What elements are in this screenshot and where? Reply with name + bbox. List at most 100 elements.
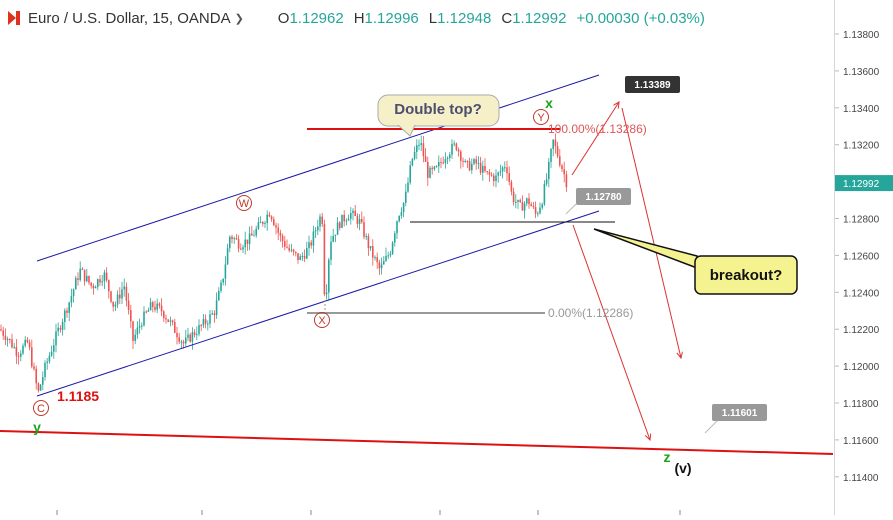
candle-body xyxy=(420,143,422,145)
candle-body xyxy=(405,191,407,203)
symbol-title[interactable]: Euro / U.S. Dollar, 15, OANDA xyxy=(28,9,231,27)
projection-arrow-down-1 xyxy=(621,107,681,358)
candle-body xyxy=(352,210,354,213)
candle-body xyxy=(81,268,84,270)
candle-body xyxy=(182,341,185,344)
candle-body xyxy=(202,319,205,326)
wave-label-x: X xyxy=(318,315,326,327)
candle-body xyxy=(253,235,255,237)
candle-body xyxy=(79,268,81,280)
candle-body xyxy=(314,230,317,232)
candle-body xyxy=(57,327,59,332)
candle-body xyxy=(160,305,163,312)
candle-body xyxy=(156,303,158,310)
last-price-badge xyxy=(835,175,893,192)
candle-body xyxy=(422,143,425,157)
candle-body xyxy=(466,160,469,162)
candle-body xyxy=(451,143,453,155)
scale-tick-label: 1.13400 xyxy=(843,104,880,115)
scale-tick-label: 1.13200 xyxy=(843,141,880,152)
candle-body xyxy=(94,286,97,289)
candle-body xyxy=(24,339,26,346)
candle-body xyxy=(358,218,361,224)
candle-body xyxy=(138,326,141,328)
candle-body xyxy=(31,347,33,367)
candle-body xyxy=(2,330,4,336)
scale-tick-label: 1.11400 xyxy=(843,473,879,484)
candle-body xyxy=(464,160,466,162)
candle-body xyxy=(350,212,352,219)
candle-body xyxy=(495,175,497,182)
candle-body xyxy=(167,319,169,322)
candle-body xyxy=(108,280,110,292)
wave-label-x-green: x xyxy=(545,95,553,111)
candle-body xyxy=(504,167,506,169)
candle-body xyxy=(438,162,440,167)
candle-body xyxy=(512,191,515,203)
candle-body xyxy=(4,335,7,341)
candle-body xyxy=(42,377,44,385)
target-price-2-bg xyxy=(576,188,631,205)
candle-body xyxy=(222,278,224,283)
candle-body xyxy=(310,242,312,246)
candle-body xyxy=(145,311,147,313)
candle-body xyxy=(266,214,268,223)
candle-body xyxy=(231,236,233,240)
candle-body xyxy=(149,302,152,311)
candle-body xyxy=(200,325,202,327)
scale-tick-label: 1.13800 xyxy=(843,30,880,41)
candle-body xyxy=(541,204,543,208)
candle-body xyxy=(475,159,477,164)
candle-body xyxy=(185,337,187,344)
candle-body xyxy=(319,216,321,227)
candle-body xyxy=(244,239,246,248)
candle-body xyxy=(61,321,64,330)
candle-body xyxy=(325,292,328,295)
close-label: C xyxy=(501,9,513,27)
candle-body xyxy=(532,206,535,208)
candle-body xyxy=(127,300,130,311)
target-price-1: 1.13389 xyxy=(634,80,671,91)
candle-body xyxy=(411,158,414,166)
candle-body xyxy=(484,165,486,172)
candle-body xyxy=(15,346,18,356)
candle-body xyxy=(191,332,194,342)
candle-body xyxy=(75,278,77,290)
candle-body xyxy=(550,148,552,162)
candle-body xyxy=(343,214,345,222)
candle-body xyxy=(336,222,339,235)
candle-body xyxy=(143,311,145,326)
candle-body xyxy=(130,310,132,322)
candle-body xyxy=(418,144,420,146)
candle-body xyxy=(510,181,513,192)
candle-body xyxy=(110,291,112,302)
candle-body xyxy=(125,286,128,301)
candle-body xyxy=(189,334,191,342)
candle-body xyxy=(97,279,99,287)
wave-label-w-circle xyxy=(236,195,252,211)
price-scale[interactable]: 1.138001.136001.134001.132001.130001.128… xyxy=(834,0,893,515)
candle-body xyxy=(262,222,264,224)
candle-body xyxy=(468,161,471,171)
candle-body xyxy=(187,334,189,338)
chevron-down-icon[interactable]: ❯ xyxy=(234,12,244,25)
candle-body xyxy=(64,310,66,322)
candle-body xyxy=(330,241,332,260)
double-top-bubble xyxy=(377,94,500,127)
candle-body xyxy=(493,175,495,182)
candle-body xyxy=(163,311,165,319)
candle-body xyxy=(288,247,290,251)
candle-body xyxy=(308,242,310,249)
candle-body xyxy=(486,171,488,173)
candle-body xyxy=(273,219,275,226)
candle-body xyxy=(369,246,372,249)
candle-body xyxy=(17,355,20,357)
low-price-label: 1.1185 xyxy=(57,388,99,404)
candle-body xyxy=(220,282,222,291)
candle-body xyxy=(323,223,326,295)
candle-body xyxy=(442,162,444,164)
candle-body xyxy=(345,220,348,222)
target-price-3-bg xyxy=(712,404,767,421)
change-value: +0.00030 (+0.03%) xyxy=(576,9,705,27)
